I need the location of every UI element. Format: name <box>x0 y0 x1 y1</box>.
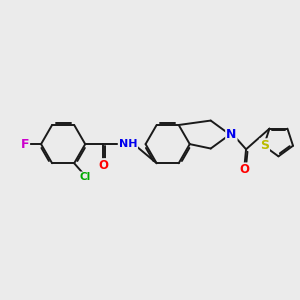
Text: NH: NH <box>119 139 137 148</box>
Text: O: O <box>240 164 250 176</box>
Text: Cl: Cl <box>80 172 91 182</box>
Text: S: S <box>260 139 269 152</box>
Text: N: N <box>226 128 236 141</box>
Text: O: O <box>98 159 108 172</box>
Text: F: F <box>21 138 29 151</box>
